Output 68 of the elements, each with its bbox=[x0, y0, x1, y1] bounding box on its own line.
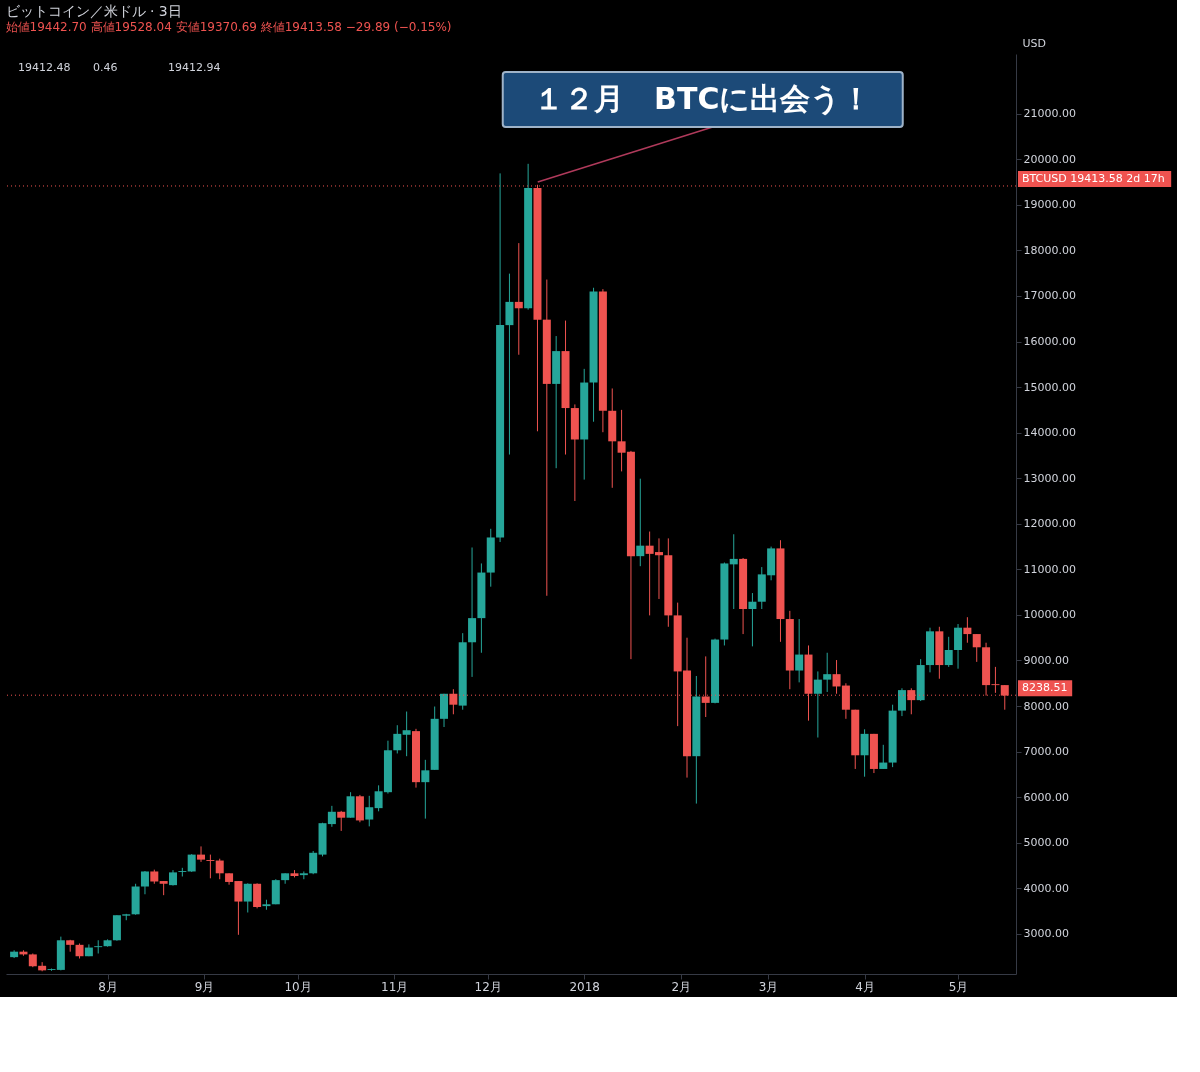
candlestick bbox=[421, 759, 430, 820]
y-tick-label: 21000.00 bbox=[1023, 107, 1076, 121]
y-tick-label: 8000.00 bbox=[1023, 699, 1069, 713]
x-tick-label: 10月 bbox=[284, 979, 312, 994]
candlestick bbox=[253, 882, 262, 909]
y-tick-label: 10000.00 bbox=[1023, 608, 1076, 622]
y-tick-label: 15000.00 bbox=[1023, 380, 1076, 394]
candlestick bbox=[823, 652, 832, 693]
candlestick bbox=[897, 687, 906, 717]
y-tick-label: 18000.00 bbox=[1023, 243, 1076, 257]
candlestick bbox=[879, 744, 888, 770]
candlestick bbox=[813, 670, 822, 739]
y-tick-label: 11000.00 bbox=[1023, 562, 1076, 576]
candlestick bbox=[860, 728, 869, 778]
x-tick-label: 9月 bbox=[194, 979, 215, 994]
candlestick bbox=[963, 616, 972, 644]
x-tick-label: 12月 bbox=[474, 979, 502, 994]
y-tick-label: 14000.00 bbox=[1023, 426, 1076, 440]
candlestick bbox=[206, 854, 215, 879]
ref-line-label: BTCUSD 19413.58 2d 17h bbox=[1022, 171, 1165, 185]
candlestick bbox=[795, 618, 804, 683]
y-tick-label: 4000.00 bbox=[1023, 881, 1069, 895]
ref-line-label: 8238.51 bbox=[1022, 681, 1068, 695]
y-tick-label: 17000.00 bbox=[1023, 289, 1076, 303]
candlestick bbox=[954, 623, 963, 670]
candlestick bbox=[393, 724, 402, 754]
x-tick-label: 2018 bbox=[569, 979, 600, 994]
x-tick-label: 4月 bbox=[855, 979, 875, 994]
x-tick-label: 5月 bbox=[948, 979, 969, 994]
candlestick bbox=[365, 795, 374, 827]
candlestick bbox=[402, 711, 411, 757]
candlestick bbox=[346, 791, 355, 819]
annotation: 0.46 bbox=[93, 61, 118, 74]
y-tick-label: 3000.00 bbox=[1023, 927, 1069, 941]
chart-subtitle: 始値19442.70 高値19528.04 安値19370.69 終値19413.58 −29.89 (−0.15%) bbox=[5, 20, 452, 34]
x-tick-label: 11月 bbox=[381, 979, 409, 994]
candlestick bbox=[215, 858, 224, 880]
annotation: 19412.48 bbox=[18, 61, 71, 74]
candlestick bbox=[832, 659, 841, 695]
x-tick-label: 8月 bbox=[98, 979, 118, 994]
y-tick-label: 13000.00 bbox=[1023, 471, 1076, 485]
candlestick bbox=[337, 810, 346, 832]
y-tick-label: 19000.00 bbox=[1023, 198, 1076, 212]
annotation: １２月 BTCに出会う！ bbox=[534, 80, 872, 116]
y-tick-label: 5000.00 bbox=[1023, 836, 1069, 850]
y-tick-label: 6000.00 bbox=[1023, 790, 1069, 804]
y-tick-label: 12000.00 bbox=[1023, 517, 1076, 531]
chart-title: ビットコイン／米ドル · 3日 bbox=[5, 3, 182, 19]
candlestick bbox=[972, 633, 981, 663]
y-tick-label: 20000.00 bbox=[1023, 152, 1076, 166]
y-tick-label: 7000.00 bbox=[1023, 745, 1069, 759]
candlestick bbox=[505, 273, 514, 456]
candlestick bbox=[514, 242, 523, 356]
y-tick-label: 9000.00 bbox=[1023, 654, 1069, 667]
candlestick bbox=[748, 592, 757, 647]
candlestick bbox=[197, 845, 206, 863]
candlestick bbox=[729, 533, 738, 610]
candlestick bbox=[636, 478, 645, 567]
candlestick bbox=[309, 850, 318, 875]
x-tick-label: 2月 bbox=[671, 979, 692, 994]
y-axis-title: USD bbox=[1022, 36, 1047, 50]
x-tick-label: 3月 bbox=[758, 979, 779, 994]
candlestick bbox=[944, 636, 953, 668]
y-tick-label: 16000.00 bbox=[1023, 335, 1076, 349]
candlestick bbox=[94, 939, 103, 954]
candlestick bbox=[243, 882, 252, 913]
annotation: 19412.94 bbox=[168, 61, 221, 74]
candlestick bbox=[140, 870, 149, 895]
